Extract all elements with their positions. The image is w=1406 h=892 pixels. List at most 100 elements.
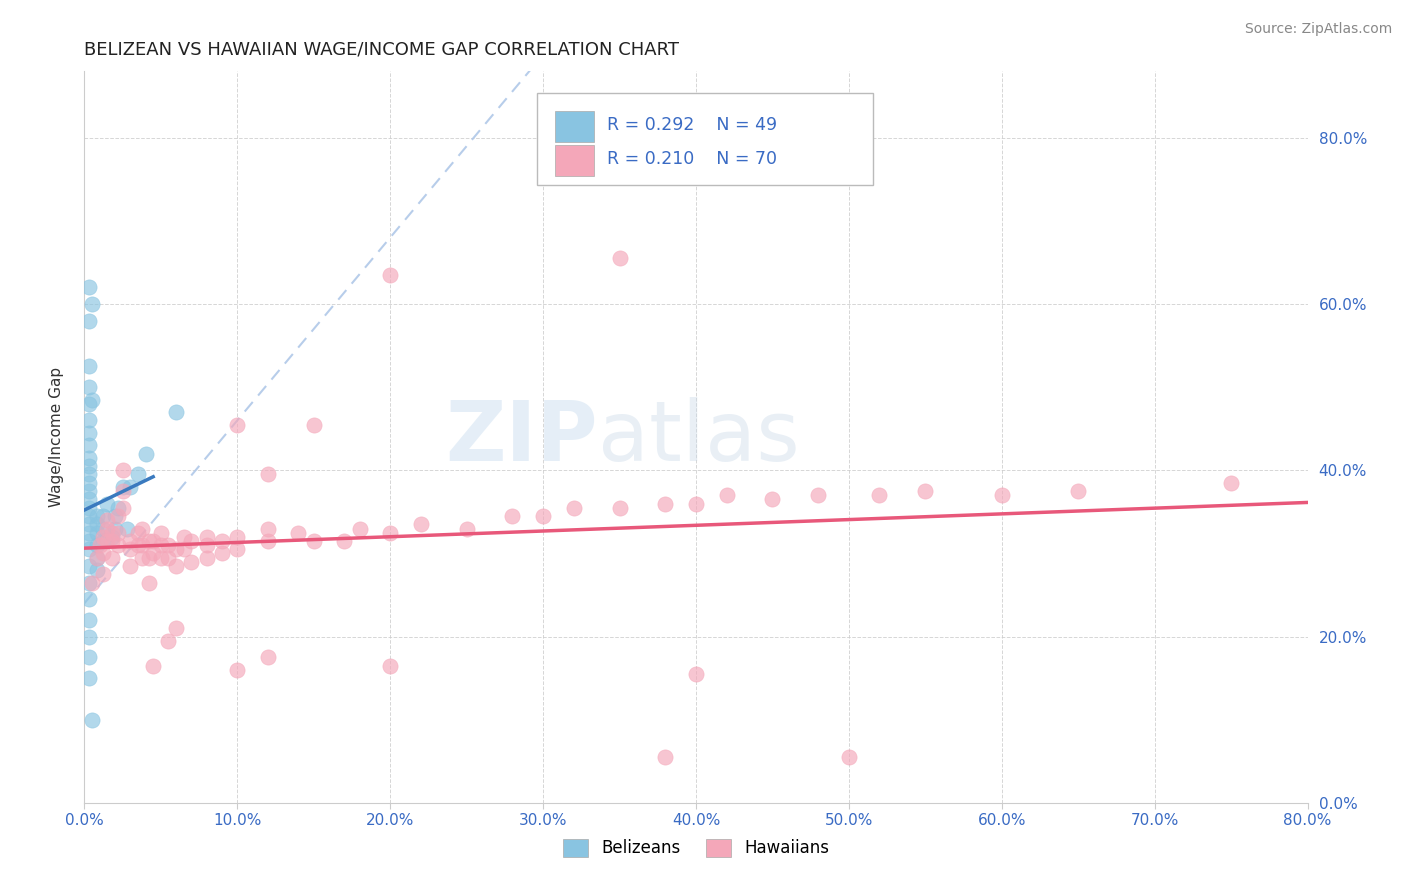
Point [77, 450, 100, 465]
Point [257, 521, 280, 535]
Point [120, 480, 142, 494]
Point [333, 533, 356, 548]
Point [115, 521, 138, 535]
Point [138, 533, 160, 548]
Point [562, 500, 585, 515]
Point [77, 517, 100, 532]
Point [80, 392, 103, 407]
Point [685, 667, 707, 681]
Y-axis label: Wage/Income Gap: Wage/Income Gap [49, 367, 63, 508]
Point [380, 268, 402, 282]
Point [135, 447, 157, 461]
Point [149, 538, 172, 552]
Point [77, 280, 100, 294]
Point [180, 555, 202, 569]
FancyBboxPatch shape [555, 111, 595, 142]
Point [120, 542, 142, 557]
Point [77, 558, 100, 573]
Point [149, 550, 172, 565]
Point [654, 750, 676, 764]
Point [914, 484, 936, 499]
Point [195, 550, 218, 565]
Point [77, 500, 100, 515]
Point [96, 521, 118, 535]
Point [86, 563, 108, 577]
Point [80, 297, 103, 311]
Point [165, 542, 187, 557]
Text: atlas: atlas [598, 397, 800, 477]
Point [138, 550, 160, 565]
Point [86, 509, 108, 524]
Point [226, 542, 249, 557]
Point [89, 538, 111, 552]
Point [1220, 475, 1243, 490]
Point [77, 359, 100, 374]
Point [120, 558, 142, 573]
Point [142, 658, 165, 673]
Point [131, 538, 153, 552]
Point [77, 484, 100, 499]
Point [226, 663, 249, 677]
Point [211, 546, 233, 560]
Point [716, 488, 738, 502]
Point [77, 459, 100, 474]
Point [111, 500, 134, 515]
Point [180, 533, 202, 548]
Point [157, 550, 180, 565]
Point [226, 530, 249, 544]
Point [257, 467, 280, 482]
Point [173, 542, 195, 557]
Point [86, 550, 108, 565]
Point [107, 538, 129, 552]
Point [77, 542, 100, 557]
Text: BELIZEAN VS HAWAIIAN WAGE/INCOME GAP CORRELATION CHART: BELIZEAN VS HAWAIIAN WAGE/INCOME GAP COR… [84, 41, 679, 59]
Point [211, 533, 233, 548]
Point [77, 467, 100, 482]
Point [226, 417, 249, 432]
Point [91, 509, 114, 524]
Point [107, 525, 129, 540]
Point [609, 500, 631, 515]
Point [173, 530, 195, 544]
Point [380, 658, 402, 673]
Point [101, 525, 124, 540]
Point [80, 575, 103, 590]
Point [165, 558, 187, 573]
Point [80, 713, 103, 727]
Point [257, 533, 280, 548]
Point [287, 525, 309, 540]
Point [91, 546, 114, 560]
Point [77, 613, 100, 627]
Point [157, 633, 180, 648]
Point [96, 513, 118, 527]
Point [380, 525, 402, 540]
Point [86, 517, 108, 532]
Point [131, 521, 153, 535]
Point [609, 252, 631, 266]
Point [349, 521, 371, 535]
Point [111, 484, 134, 499]
Point [86, 525, 108, 540]
Point [1067, 484, 1090, 499]
Point [456, 521, 478, 535]
Point [107, 509, 129, 524]
Point [869, 488, 891, 502]
Point [104, 521, 127, 535]
Point [807, 488, 830, 502]
Point [77, 397, 100, 411]
Point [77, 630, 100, 644]
Point [77, 650, 100, 665]
Point [77, 575, 100, 590]
Point [77, 438, 100, 452]
Point [77, 413, 100, 427]
Point [96, 497, 118, 511]
Point [77, 314, 100, 328]
Point [107, 500, 129, 515]
Point [91, 533, 114, 548]
Point [77, 525, 100, 540]
Point [127, 467, 149, 482]
Text: Source: ZipAtlas.com: Source: ZipAtlas.com [1244, 22, 1392, 37]
Point [101, 533, 124, 548]
Point [127, 538, 149, 552]
Point [86, 550, 108, 565]
